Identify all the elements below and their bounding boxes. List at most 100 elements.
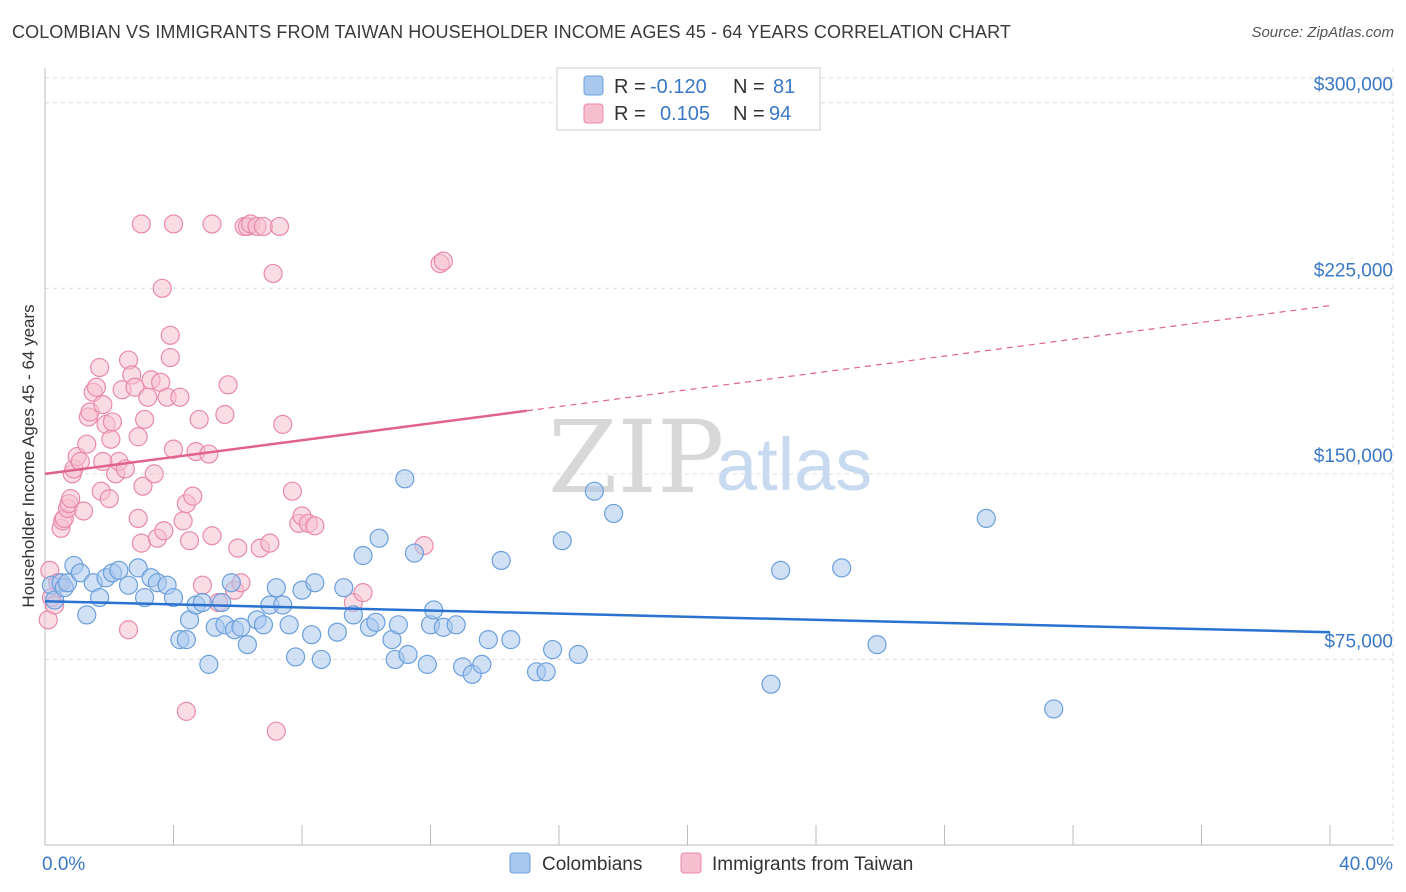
taiwan-point-63 [228, 538, 248, 558]
colombians-point-38 [279, 615, 299, 635]
series-legend: Colombians Immigrants from Taiwan [509, 852, 913, 875]
colombians-point-60 [446, 615, 466, 635]
chart-title: COLOMBIAN VS IMMIGRANTS FROM TAIWAN HOUS… [12, 22, 1011, 42]
taiwan-point-36 [131, 533, 151, 553]
taiwan-point-85 [131, 214, 151, 234]
taiwan-point-58 [202, 526, 222, 546]
colombians-point-65 [491, 550, 511, 571]
colombians-point-47 [353, 545, 373, 566]
bottom-legend-swatch-pink [680, 852, 702, 874]
legend-swatch-blue [583, 75, 604, 96]
grid-lines [45, 68, 1394, 845]
x-tick-labels: 0.0% 40.0% [42, 854, 1393, 875]
colombians-point-14 [128, 558, 148, 578]
colombians-point-71 [568, 644, 588, 665]
y-tick-label-0: $75,000 [1324, 631, 1393, 652]
taiwan-point-25 [99, 489, 119, 509]
legend-r-label-1: R = [614, 76, 646, 98]
taiwan-point-72 [263, 263, 283, 284]
taiwan-point-52 [179, 531, 200, 551]
colombians-point-66 [501, 630, 521, 650]
colombians-point-37 [273, 595, 293, 615]
colombians-point-15 [134, 587, 155, 608]
chart-source: Source: ZipAtlas.com [1251, 24, 1394, 41]
colombians-point-55 [404, 543, 425, 563]
legend-r-value-1: -0.120 [650, 76, 707, 98]
colombians-point-36 [266, 578, 286, 598]
colombians-point-32 [237, 634, 257, 655]
taiwan-point-93 [128, 427, 148, 447]
taiwan-point-20 [86, 377, 107, 397]
taiwan-point-50 [173, 511, 193, 531]
taiwan-point-23 [93, 394, 113, 415]
colombians-point-73 [584, 481, 604, 501]
colombians-point-64 [478, 630, 498, 650]
x-tick-label-start: 0.0% [42, 854, 85, 875]
taiwan-point-86 [163, 214, 184, 234]
legend-n-label-2: N = [733, 103, 765, 125]
colombians-point-27 [212, 592, 232, 613]
taiwan-point-10 [61, 489, 81, 509]
y-tick-label-1: $150,000 [1314, 446, 1393, 467]
colombians-point-13 [118, 575, 139, 595]
trend-lines [44, 305, 1331, 634]
legend-r-value-2: 0.105 [660, 103, 710, 125]
taiwan-point-56 [192, 575, 213, 595]
colombians-point-43 [311, 649, 331, 670]
colombians-point-77 [832, 558, 852, 578]
taiwan-point-15 [73, 501, 94, 521]
trend-line-solid-1 [44, 409, 528, 476]
colombians-point-68 [536, 662, 556, 682]
taiwan-point-47 [160, 347, 180, 368]
legend-n-value-2: 94 [769, 103, 791, 125]
correlation-legend: R = -0.120 N = 81 R = 0.105 N = 94 [556, 67, 821, 131]
colombians-point-53 [388, 615, 408, 635]
x-tick-label-end: 40.0% [1339, 854, 1393, 875]
bottom-legend-swatch-blue [509, 852, 531, 874]
colombians-point-69 [395, 469, 415, 489]
colombians-point-54 [398, 644, 418, 665]
colombians-point-19 [163, 587, 184, 608]
colombians-point-12 [109, 560, 129, 580]
legend-r-label-2: R = [614, 103, 646, 125]
colombians-point-78 [867, 634, 887, 655]
taiwan-point-21 [90, 357, 110, 378]
taiwan-point-61 [218, 375, 238, 395]
taiwan-point-49 [170, 387, 190, 407]
colombians-point-80 [1044, 699, 1064, 719]
taiwan-point-35 [128, 508, 148, 529]
taiwan-point-41 [144, 464, 164, 484]
trend-line-0 [44, 600, 1331, 634]
taiwan-point-27 [102, 412, 123, 432]
bottom-legend-label-colombians: Colombians [542, 854, 642, 875]
colombians-point-46 [343, 605, 363, 625]
colombians-point-72 [552, 531, 572, 551]
colombians-point-34 [253, 615, 274, 635]
colombians-point-50 [369, 528, 389, 548]
taiwan-point-90 [176, 701, 196, 721]
taiwan-point-74 [273, 414, 293, 434]
series-taiwan-points [38, 214, 453, 741]
legend-n-label-1: N = [733, 76, 765, 98]
taiwan-point-60 [215, 404, 235, 425]
taiwan-point-89 [160, 325, 180, 345]
axes [44, 68, 1393, 846]
taiwan-point-70 [253, 216, 274, 237]
taiwan-point-91 [266, 721, 286, 741]
colombians-point-49 [366, 612, 386, 632]
taiwan-point-39 [138, 387, 158, 407]
colombians-point-4 [57, 573, 78, 593]
colombians-point-25 [199, 654, 219, 674]
taiwan-point-87 [202, 214, 222, 234]
taiwan-point-55 [189, 409, 209, 430]
legend-n-value-1: 81 [773, 76, 795, 98]
colombians-point-63 [472, 654, 492, 674]
taiwan-point-16 [77, 434, 97, 454]
colombians-point-44 [327, 622, 347, 642]
taiwan-point-73 [269, 216, 290, 237]
watermark-zip: ZIP [548, 399, 724, 516]
series-colombians-points [41, 469, 1064, 719]
taiwan-point-71 [260, 533, 280, 553]
y-axis-label: Householder Income Ages 45 - 64 years [19, 304, 38, 607]
